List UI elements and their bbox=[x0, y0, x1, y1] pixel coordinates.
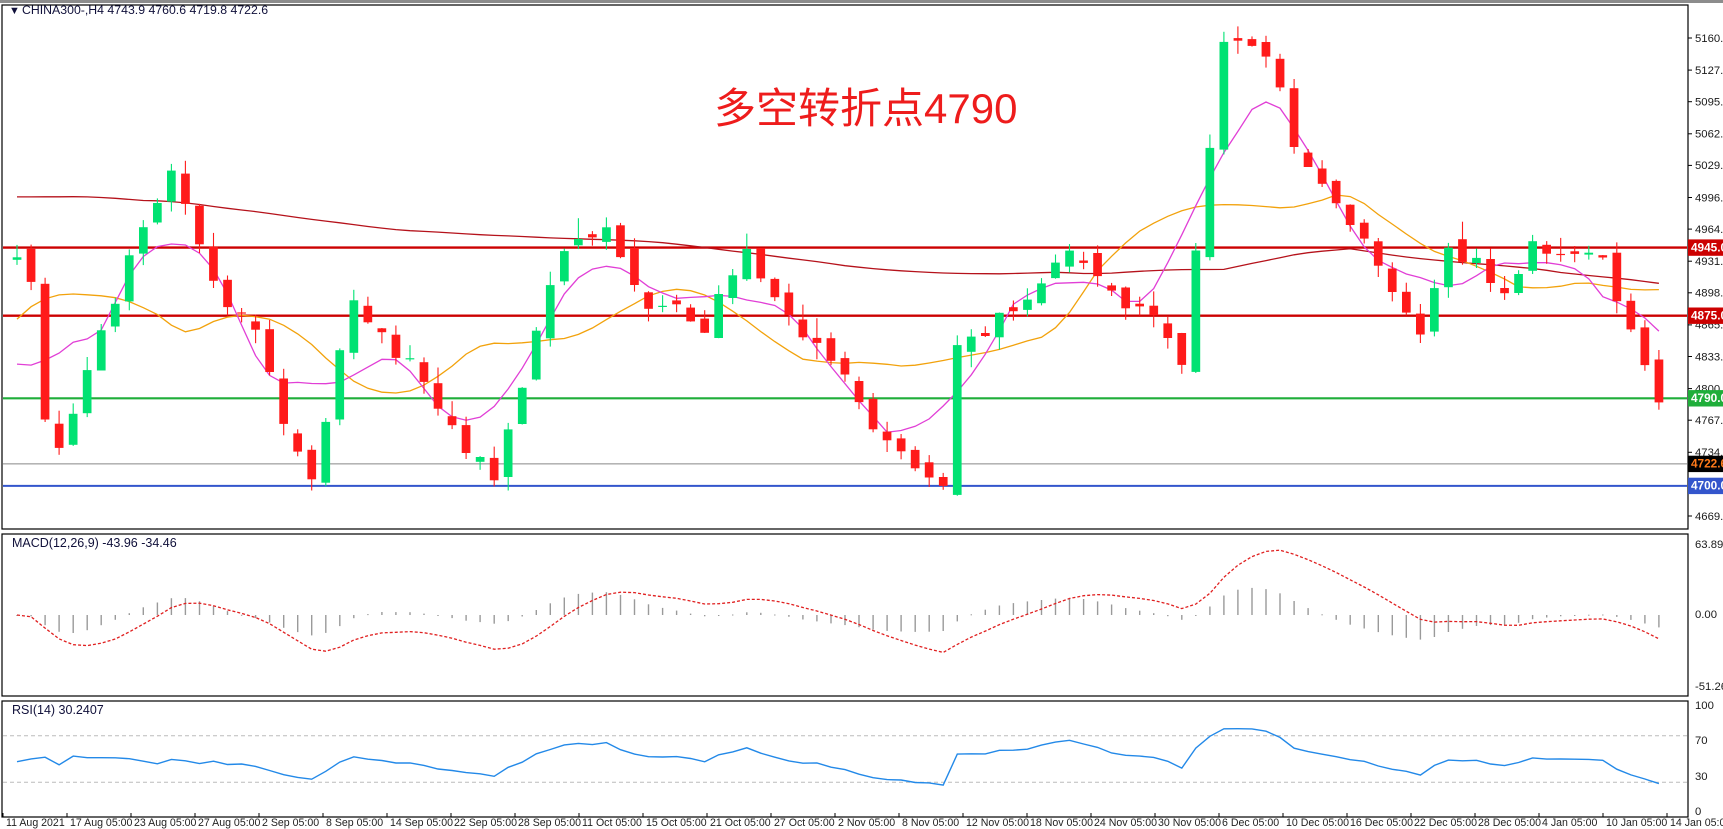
svg-text:多空转折点4790: 多空转折点4790 bbox=[714, 85, 1017, 132]
svg-text:4833.0: 4833.0 bbox=[1695, 351, 1723, 363]
svg-text:28 Sep 05:00: 28 Sep 05:00 bbox=[518, 817, 581, 829]
svg-text:2 Sep 05:00: 2 Sep 05:00 bbox=[262, 817, 319, 829]
svg-text:4875.0: 4875.0 bbox=[1691, 308, 1723, 322]
svg-text:12 Nov 05:00: 12 Nov 05:00 bbox=[966, 817, 1029, 829]
svg-text:4 Jan 05:00: 4 Jan 05:00 bbox=[1542, 817, 1597, 829]
svg-text:8 Sep 05:00: 8 Sep 05:00 bbox=[326, 817, 383, 829]
svg-text:11 Aug 2021: 11 Aug 2021 bbox=[6, 817, 65, 829]
svg-text:5029.5: 5029.5 bbox=[1695, 160, 1723, 172]
svg-text:22 Dec 05:00: 22 Dec 05:00 bbox=[1414, 817, 1477, 829]
svg-text:27 Oct 05:00: 27 Oct 05:00 bbox=[774, 817, 835, 829]
svg-text:23 Aug 05:00: 23 Aug 05:00 bbox=[134, 817, 197, 829]
svg-text:8 Nov 05:00: 8 Nov 05:00 bbox=[902, 817, 959, 829]
svg-text:5095.0: 5095.0 bbox=[1695, 97, 1723, 109]
svg-text:4722.6: 4722.6 bbox=[1691, 457, 1723, 471]
svg-text:100: 100 bbox=[1695, 700, 1714, 712]
svg-text:70: 70 bbox=[1695, 735, 1708, 747]
svg-text:-51.26: -51.26 bbox=[1695, 681, 1723, 693]
svg-text:5062.0: 5062.0 bbox=[1695, 129, 1723, 141]
svg-text:30: 30 bbox=[1695, 771, 1708, 783]
svg-text:MACD(12,26,9) -43.96 -34.46: MACD(12,26,9) -43.96 -34.46 bbox=[12, 536, 177, 550]
svg-text:6 Dec 05:00: 6 Dec 05:00 bbox=[1222, 817, 1279, 829]
svg-text:15 Oct 05:00: 15 Oct 05:00 bbox=[646, 817, 707, 829]
svg-text:4767.5: 4767.5 bbox=[1695, 415, 1723, 427]
svg-text:11 Oct 05:00: 11 Oct 05:00 bbox=[582, 817, 642, 829]
svg-text:14 Sep 05:00: 14 Sep 05:00 bbox=[390, 817, 453, 829]
svg-text:4964.0: 4964.0 bbox=[1695, 224, 1723, 236]
svg-text:4790.0: 4790.0 bbox=[1691, 391, 1723, 405]
svg-text:30 Nov 05:00: 30 Nov 05:00 bbox=[1158, 817, 1221, 829]
svg-text:18 Nov 05:00: 18 Nov 05:00 bbox=[1030, 817, 1093, 829]
svg-text:4996.5: 4996.5 bbox=[1695, 192, 1723, 204]
svg-text:24 Nov 05:00: 24 Nov 05:00 bbox=[1094, 817, 1157, 829]
svg-text:2 Nov 05:00: 2 Nov 05:00 bbox=[838, 817, 895, 829]
svg-text:4931.0: 4931.0 bbox=[1695, 256, 1723, 268]
svg-text:10 Dec 05:00: 10 Dec 05:00 bbox=[1286, 817, 1349, 829]
svg-text:CHINA300-,H4 4743.9 4760.6 47: CHINA300-,H4 4743.9 4760.6 4719.8 4722.6 bbox=[22, 3, 268, 17]
svg-text:4700.0: 4700.0 bbox=[1691, 479, 1723, 493]
svg-text:27 Aug 05:00: 27 Aug 05:00 bbox=[198, 817, 261, 829]
svg-text:RSI(14) 30.2407: RSI(14) 30.2407 bbox=[12, 703, 104, 717]
svg-text:17 Aug 05:00: 17 Aug 05:00 bbox=[70, 817, 133, 829]
svg-text:5127.5: 5127.5 bbox=[1695, 65, 1723, 77]
svg-text:0.00: 0.00 bbox=[1695, 609, 1717, 621]
svg-text:16 Dec 05:00: 16 Dec 05:00 bbox=[1350, 817, 1413, 829]
svg-text:4669.0: 4669.0 bbox=[1695, 511, 1723, 523]
svg-text:4898.5: 4898.5 bbox=[1695, 288, 1723, 300]
svg-text:28 Dec 05:00: 28 Dec 05:00 bbox=[1478, 817, 1541, 829]
svg-text:4945.0: 4945.0 bbox=[1691, 240, 1723, 254]
svg-text:▼: ▼ bbox=[9, 5, 20, 17]
svg-text:63.89: 63.89 bbox=[1695, 539, 1723, 551]
svg-text:14 Jan 05:00: 14 Jan 05:00 bbox=[1670, 817, 1723, 829]
svg-text:22 Sep 05:00: 22 Sep 05:00 bbox=[454, 817, 517, 829]
svg-text:10 Jan 05:00: 10 Jan 05:00 bbox=[1606, 817, 1667, 829]
svg-text:21 Oct 05:00: 21 Oct 05:00 bbox=[710, 817, 771, 829]
svg-text:5160.5: 5160.5 bbox=[1695, 33, 1723, 45]
